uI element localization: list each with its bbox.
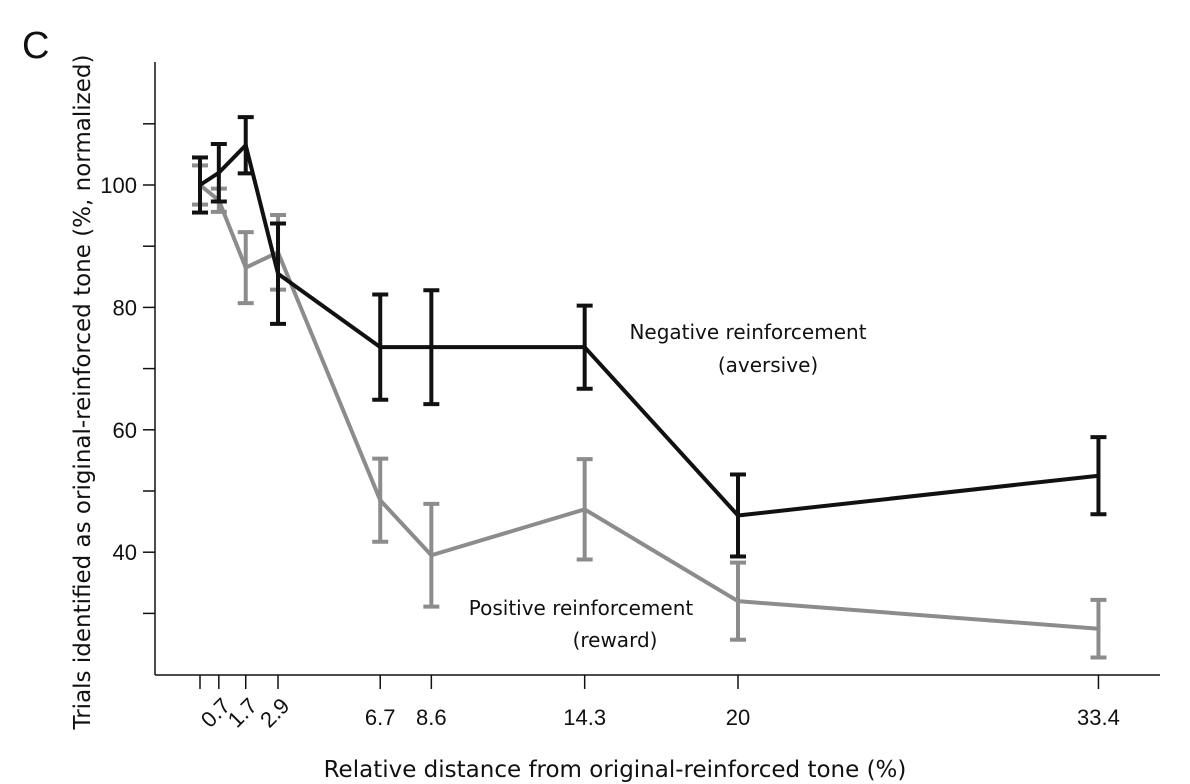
- error-bar-negative-6: [576, 303, 593, 391]
- x-tick-label-14.3: 14.3: [563, 705, 606, 730]
- data-point: [378, 345, 383, 350]
- data-point: [736, 513, 740, 518]
- error-bar-negative-8: [1090, 435, 1107, 517]
- series-positive: [192, 163, 1107, 660]
- data-point: [736, 599, 740, 604]
- error-bar-negative-5: [423, 288, 440, 407]
- y-tick-label-100: 100: [100, 173, 137, 198]
- data-point: [216, 170, 221, 175]
- y-axis: 40 60 80 100: [100, 62, 156, 675]
- annotation-negative-line1: Negative reinforcement: [629, 320, 866, 344]
- x-tick-label-6.7: 6.7: [365, 705, 396, 730]
- series-negative: [192, 115, 1107, 559]
- error-bar-positive-2: [237, 230, 254, 306]
- error-bar-negative-3: [270, 221, 287, 326]
- data-point: [243, 265, 248, 270]
- error-bar-negative-1: [210, 141, 227, 204]
- error-bar-positive-8: [1090, 597, 1107, 660]
- x-axis-title: Relative distance from original-reinforc…: [324, 757, 907, 783]
- data-point: [429, 553, 434, 558]
- error-bar-negative-0: [192, 155, 208, 215]
- x-tick-label-8.6: 8.6: [416, 705, 447, 730]
- y-tick-label-80: 80: [113, 295, 137, 320]
- annotation-positive-line1: Positive reinforcement: [469, 596, 694, 620]
- error-bar-negative-7: [730, 472, 746, 559]
- annotation-negative-line2: (aversive): [718, 353, 818, 377]
- x-tick-label-33.4: 33.4: [1077, 705, 1120, 730]
- series-line-positive: [198, 183, 1099, 631]
- x-tick-label-2.9: 2.9: [255, 693, 294, 732]
- error-bar-positive-6: [576, 457, 593, 562]
- data-point: [582, 507, 587, 512]
- error-bar-positive-7: [730, 560, 746, 642]
- data-point: [582, 345, 587, 350]
- error-bar-negative-4: [372, 292, 389, 402]
- data-point: [429, 345, 434, 350]
- x-axis: 0.71.72.9 6.7 8.6 14.3 20 33.4: [155, 674, 1160, 732]
- error-bar-positive-5: [423, 501, 440, 609]
- y-tick-label-60: 60: [113, 418, 137, 443]
- y-tick-label-40: 40: [113, 540, 137, 565]
- data-point: [1096, 473, 1101, 478]
- panel-label: C: [22, 25, 49, 67]
- y-axis-title: Trials identified as original-reinforced…: [70, 55, 96, 731]
- data-point: [243, 143, 248, 148]
- data-point: [1096, 626, 1101, 631]
- data-point: [378, 498, 383, 503]
- error-bar-negative-2: [237, 115, 254, 176]
- data-point: [276, 271, 281, 276]
- x-tick-label-20: 20: [726, 705, 750, 730]
- error-bar-positive-4: [372, 456, 389, 544]
- series-layer: [192, 115, 1107, 660]
- data-point: [198, 183, 202, 187]
- annotation-positive-line2: (reward): [573, 628, 658, 652]
